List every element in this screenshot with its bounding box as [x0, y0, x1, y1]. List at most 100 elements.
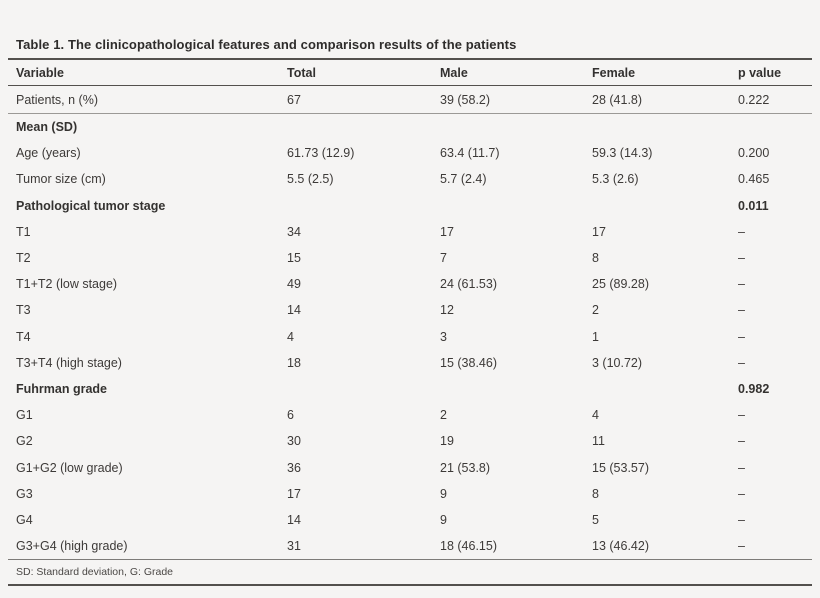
table-header-row: Variable Total Male Female p value — [8, 60, 812, 86]
cell-female: 4 — [592, 408, 599, 423]
cell-female: 1 — [592, 329, 599, 344]
cell-female: 5.3 (2.6) — [592, 172, 639, 187]
cell-p: – — [738, 224, 745, 239]
cell-female: 13 (46.42) — [592, 539, 649, 554]
table-row: G4 14 9 5 – — [8, 507, 812, 533]
cell-female: 25 (89.28) — [592, 277, 649, 292]
cell-female: 11 — [592, 434, 605, 449]
cell-female: 59.3 (14.3) — [592, 146, 653, 161]
cell-total: 67 — [287, 92, 301, 107]
cell-total: 36 — [287, 460, 301, 475]
cell-p: – — [738, 277, 745, 292]
cell-male: 17 — [440, 224, 454, 239]
cell-variable: G3 — [16, 486, 33, 501]
cell-p: – — [738, 486, 745, 501]
table-footnote-row: SD: Standard deviation, G: Grade — [8, 559, 812, 587]
cell-male: 2 — [440, 408, 447, 423]
cell-total: 30 — [287, 434, 301, 449]
cell-variable: G4 — [16, 512, 33, 527]
cell-female: 17 — [592, 224, 606, 239]
cell-p: – — [738, 251, 745, 266]
table-row: T3+T4 (high stage) 18 15 (38.46) 3 (10.72) – — [8, 350, 812, 376]
cell-p: 0.465 — [738, 172, 770, 187]
cell-variable: G2 — [16, 434, 33, 449]
cell-total: 14 — [287, 512, 301, 527]
cell-male: 5.7 (2.4) — [440, 172, 487, 187]
table-row: G1 6 2 4 – — [8, 402, 812, 428]
cell-p: – — [738, 512, 745, 527]
cell-male: 7 — [440, 251, 447, 266]
cell-female: 28 (41.8) — [592, 92, 643, 107]
table-row: T4 4 3 1 – — [8, 324, 812, 350]
cell-variable: Age (years) — [16, 146, 81, 161]
table-row: Tumor size (cm) 5.5 (2.5) 5.7 (2.4) 5.3 (2.… — [8, 166, 812, 192]
cell-p: 0.011 — [738, 198, 769, 213]
cell-total: 34 — [287, 224, 301, 239]
cell-female: 2 — [592, 303, 599, 318]
table-row: G1+G2 (low grade) 36 21 (53.8) 15 (53.57) – — [8, 454, 812, 480]
cell-total: 31 — [287, 539, 301, 554]
cell-male: 3 — [440, 329, 447, 344]
cell-male: 24 (61.53) — [440, 277, 497, 292]
table-row: G3 17 9 8 – — [8, 481, 812, 507]
cell-variable: T2 — [16, 251, 31, 266]
cell-p: – — [738, 434, 745, 449]
table-footnote: SD: Standard deviation, G: Grade — [16, 566, 174, 579]
table-row: Age (years) 61.73 (12.9) 63.4 (11.7) 59.3 (… — [8, 140, 812, 166]
cell-p: 0.982 — [738, 381, 770, 396]
cell-variable: G3+G4 (high grade) — [16, 539, 128, 554]
header-cell-total: Total — [287, 65, 316, 80]
table-row: T3 14 12 2 – — [8, 297, 812, 323]
cell-male: 18 (46.15) — [440, 539, 497, 554]
cell-variable: T3 — [16, 303, 31, 318]
cell-p: – — [738, 539, 745, 554]
cell-total: 49 — [287, 277, 301, 292]
cell-variable: T1 — [16, 224, 31, 239]
cell-variable: G1+G2 (low grade) — [16, 460, 123, 475]
cell-total: 5.5 (2.5) — [287, 172, 334, 187]
header-cell-male: Male — [440, 65, 468, 80]
cell-variable: Patients, n (%) — [16, 92, 98, 107]
cell-total: 15 — [287, 251, 301, 266]
clinicopathological-table: Variable Total Male Female p value Patients,… — [8, 58, 812, 587]
cell-male: 9 — [440, 512, 447, 527]
cell-male: 12 — [440, 303, 454, 318]
cell-total: 14 — [287, 303, 301, 318]
cell-male: 15 (38.46) — [440, 355, 497, 370]
cell-female: 8 — [592, 251, 599, 266]
cell-male: 9 — [440, 486, 447, 501]
cell-variable: T3+T4 (high stage) — [16, 355, 122, 370]
table-row: Fuhrman grade 0.982 — [8, 376, 812, 402]
cell-female: 8 — [592, 486, 599, 501]
cell-total: 4 — [287, 329, 294, 344]
header-cell-variable: Variable — [16, 65, 64, 80]
table-row: Pathological tumor stage 0.011 — [8, 193, 812, 219]
table-title: Table 1. The clinicopathological feature… — [16, 37, 517, 52]
cell-total: 18 — [287, 355, 301, 370]
table-row: T2 15 7 8 – — [8, 245, 812, 271]
cell-female: 5 — [592, 512, 599, 527]
cell-p: – — [738, 303, 745, 318]
cell-variable: T4 — [16, 329, 31, 344]
cell-p: – — [738, 460, 745, 475]
table-row: T1+T2 (low stage) 49 24 (61.53) 25 (89.28) – — [8, 271, 812, 297]
cell-total: 6 — [287, 408, 294, 423]
cell-total: 61.73 (12.9) — [287, 146, 355, 161]
table-row: G2 30 19 11 – — [8, 428, 812, 454]
table-row: T1 34 17 17 – — [8, 219, 812, 245]
cell-male: 19 — [440, 434, 454, 449]
cell-male: 21 (53.8) — [440, 460, 491, 475]
header-cell-female: Female — [592, 65, 636, 80]
cell-male: 63.4 (11.7) — [440, 146, 500, 161]
cell-variable: Tumor size (cm) — [16, 172, 106, 187]
cell-variable: Mean (SD) — [16, 120, 78, 135]
table-row: Patients, n (%) 67 39 (58.2) 28 (41.8) 0.222 — [8, 86, 812, 114]
cell-p: – — [738, 408, 745, 423]
cell-male: 39 (58.2) — [440, 92, 491, 107]
cell-female: 3 (10.72) — [592, 355, 643, 370]
cell-total: 17 — [287, 486, 301, 501]
cell-p: – — [738, 355, 745, 370]
header-cell-p: p value — [738, 65, 782, 80]
cell-variable: G1 — [16, 408, 33, 423]
